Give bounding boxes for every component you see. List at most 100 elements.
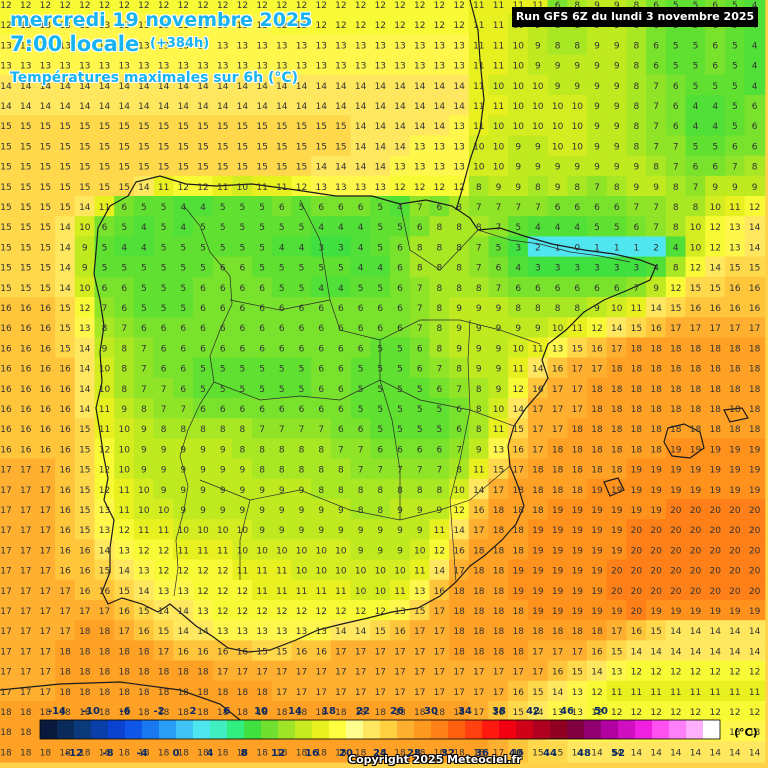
- grid-value: 16: [40, 304, 52, 314]
- grid-value: 18: [453, 587, 465, 597]
- grid-value: 16: [118, 607, 130, 617]
- grid-value: 18: [178, 708, 190, 718]
- temperature-cell: [193, 155, 214, 177]
- grid-value: 9: [614, 82, 620, 92]
- grid-value: 17: [493, 688, 504, 698]
- grid-value: 16: [197, 647, 209, 657]
- grid-value: 19: [591, 486, 603, 496]
- grid-value: 18: [690, 425, 702, 435]
- grid-value: 4: [752, 62, 758, 72]
- grid-value: 20: [631, 526, 643, 536]
- grid-value: 10: [375, 587, 387, 597]
- temperature-cell: [409, 54, 431, 76]
- scale-label: 12: [271, 748, 285, 759]
- grid-value: 19: [552, 607, 564, 617]
- grid-value: 17: [0, 546, 11, 556]
- grid-value: 11: [729, 688, 740, 698]
- grid-value: 12: [709, 243, 720, 253]
- grid-value: 7: [299, 425, 305, 435]
- grid-value: 17: [355, 668, 366, 678]
- grid-value: 8: [456, 365, 462, 375]
- grid-value: 8: [456, 466, 462, 476]
- grid-value: 15: [650, 627, 661, 637]
- grid-value: 13: [375, 41, 386, 51]
- grid-value: 15: [20, 183, 31, 193]
- grid-value: 7: [318, 425, 324, 435]
- grid-value: 7: [673, 142, 679, 152]
- grid-value: 15: [158, 163, 169, 173]
- temperature-cell: [193, 196, 214, 218]
- grid-value: 7: [653, 203, 659, 213]
- temperature-cell: [0, 175, 17, 197]
- grid-value: 17: [0, 587, 11, 597]
- grid-value: 8: [141, 405, 147, 415]
- grid-value: 18: [611, 445, 623, 455]
- grid-value: 6: [259, 284, 265, 294]
- grid-value: 11: [394, 587, 405, 597]
- grid-value: 13: [138, 41, 149, 51]
- temperature-cell: [685, 54, 707, 76]
- grid-value: 8: [102, 324, 108, 334]
- grid-value: 6: [259, 304, 265, 314]
- grid-value: 18: [572, 486, 584, 496]
- grid-value: 18: [749, 405, 761, 415]
- grid-value: 17: [532, 647, 543, 657]
- grid-value: 6: [496, 264, 502, 274]
- grid-value: 9: [141, 445, 147, 455]
- grid-value: 14: [473, 486, 485, 496]
- grid-value: 7: [121, 324, 127, 334]
- temperature-cell: [74, 135, 96, 157]
- grid-value: 14: [690, 748, 702, 758]
- temperature-cell: [271, 276, 293, 298]
- grid-value: 18: [59, 668, 71, 678]
- temperature-cell: [685, 175, 707, 197]
- grid-value: 16: [59, 486, 71, 496]
- grid-value: 19: [650, 486, 662, 496]
- grid-value: 9: [259, 506, 265, 516]
- grid-value: 6: [338, 344, 344, 354]
- run-info: Run GFS 6Z du lundi 3 novembre 2025: [512, 7, 758, 27]
- grid-value: 20: [670, 546, 682, 556]
- temperature-cell: [488, 196, 510, 218]
- grid-value: 15: [118, 122, 129, 132]
- grid-value: 5: [299, 284, 305, 294]
- temperature-cell: [646, 34, 667, 56]
- grid-value: 8: [299, 466, 305, 476]
- grid-value: 9: [594, 102, 600, 112]
- temperature-cell: [350, 256, 372, 278]
- grid-value: 18: [512, 647, 524, 657]
- temperature-cell: [646, 54, 667, 76]
- grid-value: 12: [670, 284, 681, 294]
- grid-value: 15: [20, 264, 31, 274]
- grid-value: 6: [200, 344, 206, 354]
- temperature-cell: [0, 74, 17, 96]
- grid-value: 17: [0, 526, 11, 536]
- temperature-cell: [350, 34, 372, 56]
- temperature-cell: [449, 276, 470, 298]
- grid-value: 6: [535, 284, 541, 294]
- grid-value: 5: [377, 405, 383, 415]
- grid-value: 8: [673, 183, 679, 193]
- grid-value: 19: [631, 466, 643, 476]
- scale-swatch: [125, 720, 143, 739]
- grid-value: 7: [535, 203, 541, 213]
- temperature-cell: [488, 74, 510, 96]
- grid-value: 18: [276, 708, 288, 718]
- grid-value: 15: [118, 142, 129, 152]
- grid-value: 14: [512, 405, 524, 415]
- grid-value: 6: [318, 385, 324, 395]
- temperature-cell: [232, 135, 254, 157]
- grid-value: 6: [574, 203, 580, 213]
- grid-value: 14: [532, 365, 544, 375]
- temperature-cell: [409, 0, 431, 16]
- grid-value: 17: [256, 668, 267, 678]
- temperature-cell: [74, 256, 96, 278]
- grid-value: 11: [276, 183, 287, 193]
- grid-value: 17: [158, 647, 169, 657]
- grid-value: 15: [59, 142, 70, 152]
- grid-value: 14: [355, 82, 367, 92]
- grid-value: 18: [552, 466, 564, 476]
- grid-value: 10: [414, 546, 426, 556]
- temperature-cell: [744, 74, 766, 96]
- grid-value: 11: [414, 567, 425, 577]
